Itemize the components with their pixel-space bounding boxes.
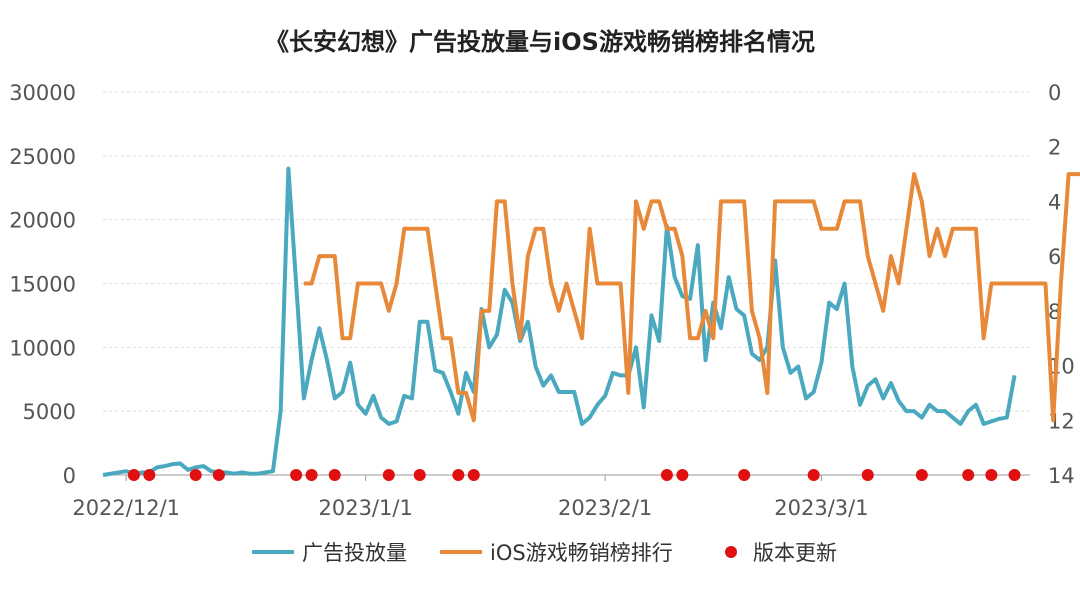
version-update-dot bbox=[305, 469, 318, 481]
version-update-dot bbox=[738, 469, 751, 481]
version-update-dot bbox=[807, 469, 820, 481]
series-layer bbox=[102, 166, 1080, 481]
left-y-axis-ticks: 0 5000 10000 15000 20000 25000 30000 bbox=[9, 81, 76, 488]
version-update-dot bbox=[143, 469, 156, 481]
y-right-tick-label: 2 bbox=[1048, 136, 1061, 160]
legend-swatch-version-update bbox=[725, 546, 737, 558]
y-left-tick-label: 20000 bbox=[9, 209, 76, 233]
y-left-tick-label: 30000 bbox=[9, 81, 76, 105]
x-tick-label: 2023/3/1 bbox=[774, 496, 868, 520]
grid-lines bbox=[103, 91, 1030, 412]
y-left-tick-label: 15000 bbox=[9, 273, 76, 297]
version-update-dot bbox=[212, 469, 225, 481]
version-update-dot bbox=[660, 469, 673, 481]
x-tick-label: 2023/1/1 bbox=[318, 496, 412, 520]
version-update-dot bbox=[962, 469, 975, 481]
chart-title: 《长安幻想》广告投放量与iOS游戏畅销榜排名情况 bbox=[265, 28, 815, 56]
legend-item-ios-rank: iOS游戏畅销榜排行 bbox=[440, 537, 673, 567]
version-update-dot bbox=[290, 469, 303, 481]
legend-swatch-ios-rank bbox=[440, 550, 482, 554]
version-update-dot bbox=[328, 469, 341, 481]
x-axis: 2022/12/1 2023/1/1 2023/2/1 2023/3/1 bbox=[72, 474, 1030, 520]
version-update-dot bbox=[413, 469, 426, 481]
series-line-ad-volume bbox=[102, 166, 1017, 477]
y-right-tick-label: 6 bbox=[1048, 245, 1061, 269]
series-line-ios-rank bbox=[303, 172, 1080, 423]
version-update-dot bbox=[1008, 469, 1021, 481]
y-left-tick-label: 10000 bbox=[9, 336, 76, 360]
version-update-dot bbox=[382, 469, 395, 481]
y-right-tick-label: 14 bbox=[1048, 464, 1075, 488]
legend: 广告投放量 iOS游戏畅销榜排行 版本更新 bbox=[0, 537, 1080, 573]
y-left-tick-label: 5000 bbox=[23, 400, 76, 424]
legend-label-ios-rank: iOS游戏畅销榜排行 bbox=[490, 541, 673, 565]
y-right-tick-label: 4 bbox=[1048, 190, 1061, 214]
legend-item-ad-volume: 广告投放量 bbox=[252, 537, 407, 567]
legend-label-version-update: 版本更新 bbox=[753, 541, 837, 565]
legend-item-version-update: 版本更新 bbox=[725, 537, 837, 567]
legend-swatch-ad-volume bbox=[252, 550, 294, 554]
legend-label-ad-volume: 广告投放量 bbox=[302, 541, 407, 565]
version-update-dot bbox=[861, 469, 874, 481]
version-update-dot bbox=[985, 469, 998, 481]
y-left-tick-label: 25000 bbox=[9, 145, 76, 169]
version-update-dot bbox=[127, 469, 140, 481]
x-tick-label: 2023/2/1 bbox=[558, 496, 652, 520]
y-left-tick-label: 0 bbox=[63, 464, 76, 488]
version-update-dot bbox=[452, 469, 465, 481]
version-update-dot bbox=[915, 469, 928, 481]
version-update-dot bbox=[676, 469, 689, 481]
version-update-dot bbox=[189, 469, 202, 481]
y-right-tick-label: 0 bbox=[1048, 81, 1061, 105]
version-update-dot bbox=[467, 469, 480, 481]
x-tick-label: 2022/12/1 bbox=[72, 496, 180, 520]
